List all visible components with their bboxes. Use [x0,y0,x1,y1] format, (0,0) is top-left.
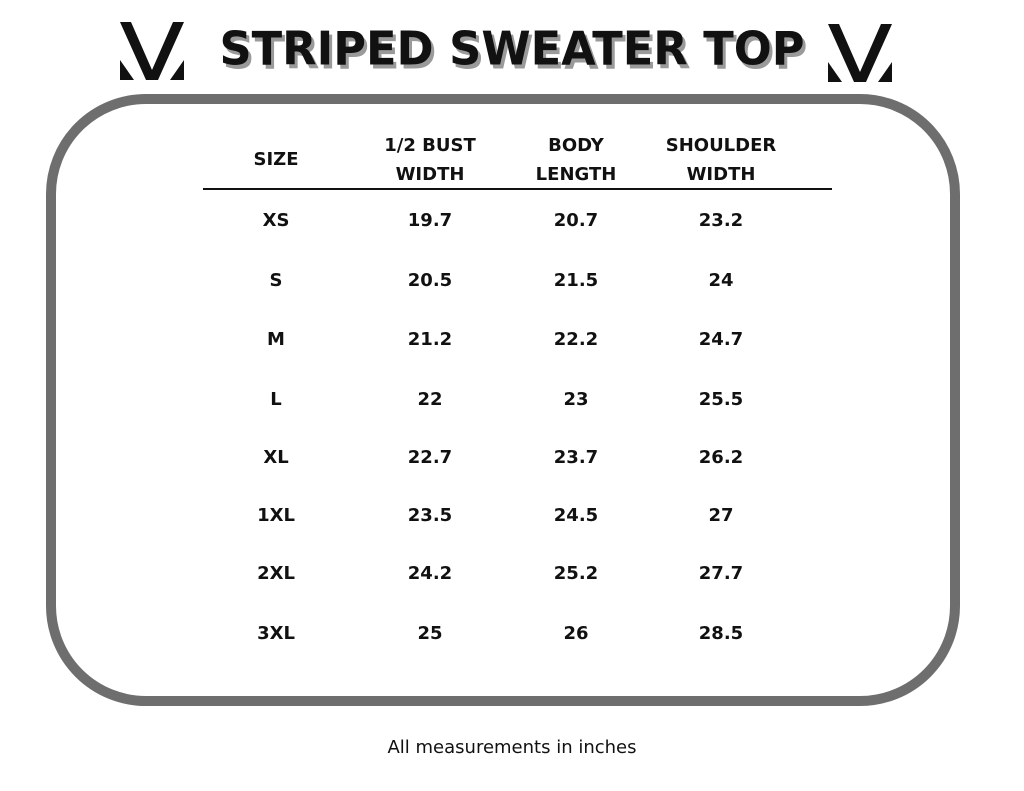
logo-right [828,24,892,82]
size-label: 3XL [257,623,295,644]
size-label: 2XL [257,563,295,584]
measurement: 22.2 [554,329,598,350]
measurement: 21.2 [408,329,452,350]
measurement: 19.7 [408,210,452,231]
measurement: 24.5 [554,505,598,526]
logo-left [120,22,184,80]
size-label: S [270,270,283,291]
footer-note: All measurements in inches [387,737,636,758]
size-label: XS [263,210,290,231]
measurement: 28.5 [699,623,743,644]
measurement: 24.2 [408,563,452,584]
table: SIZE 1/2 BUST WIDTH BODY LENGTH SHOULDER WIDTH… [253,135,776,644]
column-header: BODY [548,135,605,156]
column-header: WIDTH [396,164,465,185]
column-header: SIZE [253,149,298,170]
title-shadow: STRIPED SWEATER TOP [223,26,808,80]
measurement: 20.7 [554,210,598,231]
measurement: 24.7 [699,329,743,350]
size-label: 1XL [257,505,295,526]
measurement: 25.2 [554,563,598,584]
size-label: M [267,329,285,350]
measurement: 26 [563,623,588,644]
measurement: 20.5 [408,270,452,291]
measurement: 23.7 [554,447,598,468]
column-header: SHOULDER [666,135,777,156]
column-header: WIDTH [687,164,756,185]
measurement: 25.5 [699,389,743,410]
measurement: 22 [417,389,442,410]
column-header: 1/2 BUST [384,135,476,156]
measurement: 23.2 [699,210,743,231]
measurement: 23 [563,389,588,410]
measurement: 27.7 [699,563,743,584]
measurement: 21.5 [554,270,598,291]
measurement: 23.5 [408,505,452,526]
frame [46,94,960,706]
measurement: 22.7 [408,447,452,468]
measurement: 24 [708,270,733,291]
size-label: XL [263,447,288,468]
column-header: LENGTH [536,164,617,185]
title: STRIPED SWEATER TOP [220,22,805,76]
measurement: 25 [417,623,442,644]
measurement: 27 [708,505,733,526]
measurement: 26.2 [699,447,743,468]
size-label: L [270,389,281,410]
